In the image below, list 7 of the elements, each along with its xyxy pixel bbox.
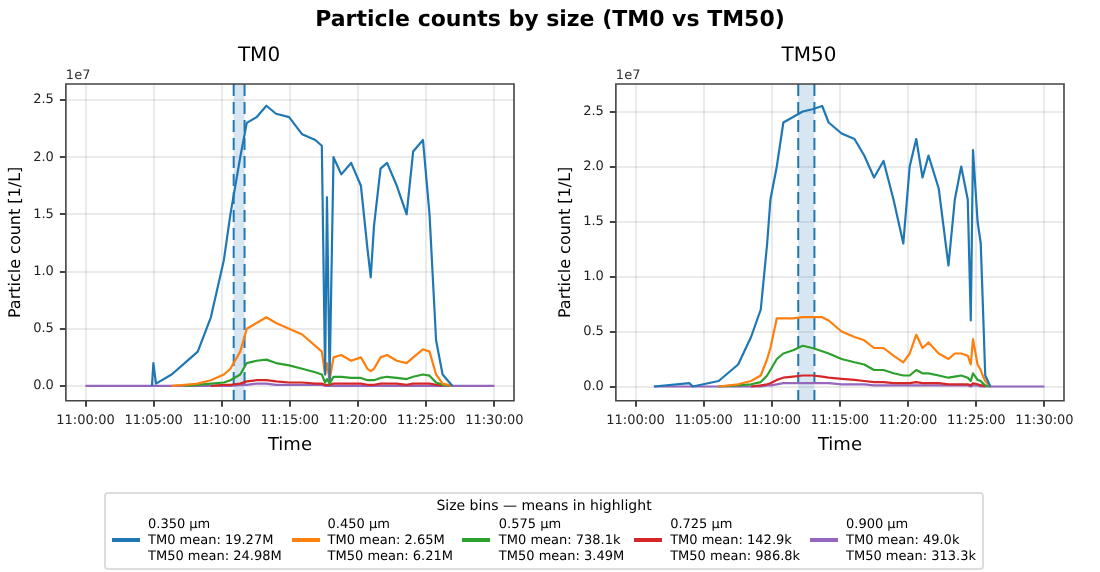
x-axis-title: Time bbox=[815, 435, 863, 456]
chart-subtitle: TM0 bbox=[235, 45, 281, 68]
chart-subtitle: TM50 bbox=[779, 45, 837, 68]
chart-title: Particle counts by size (TM0 vs TM50) bbox=[313, 6, 787, 32]
y-axis-title: Particle count [1/L] bbox=[5, 166, 24, 319]
x-axis-title: Time bbox=[265, 435, 313, 456]
y-axis-title: Particle count [1/L] bbox=[555, 166, 574, 319]
